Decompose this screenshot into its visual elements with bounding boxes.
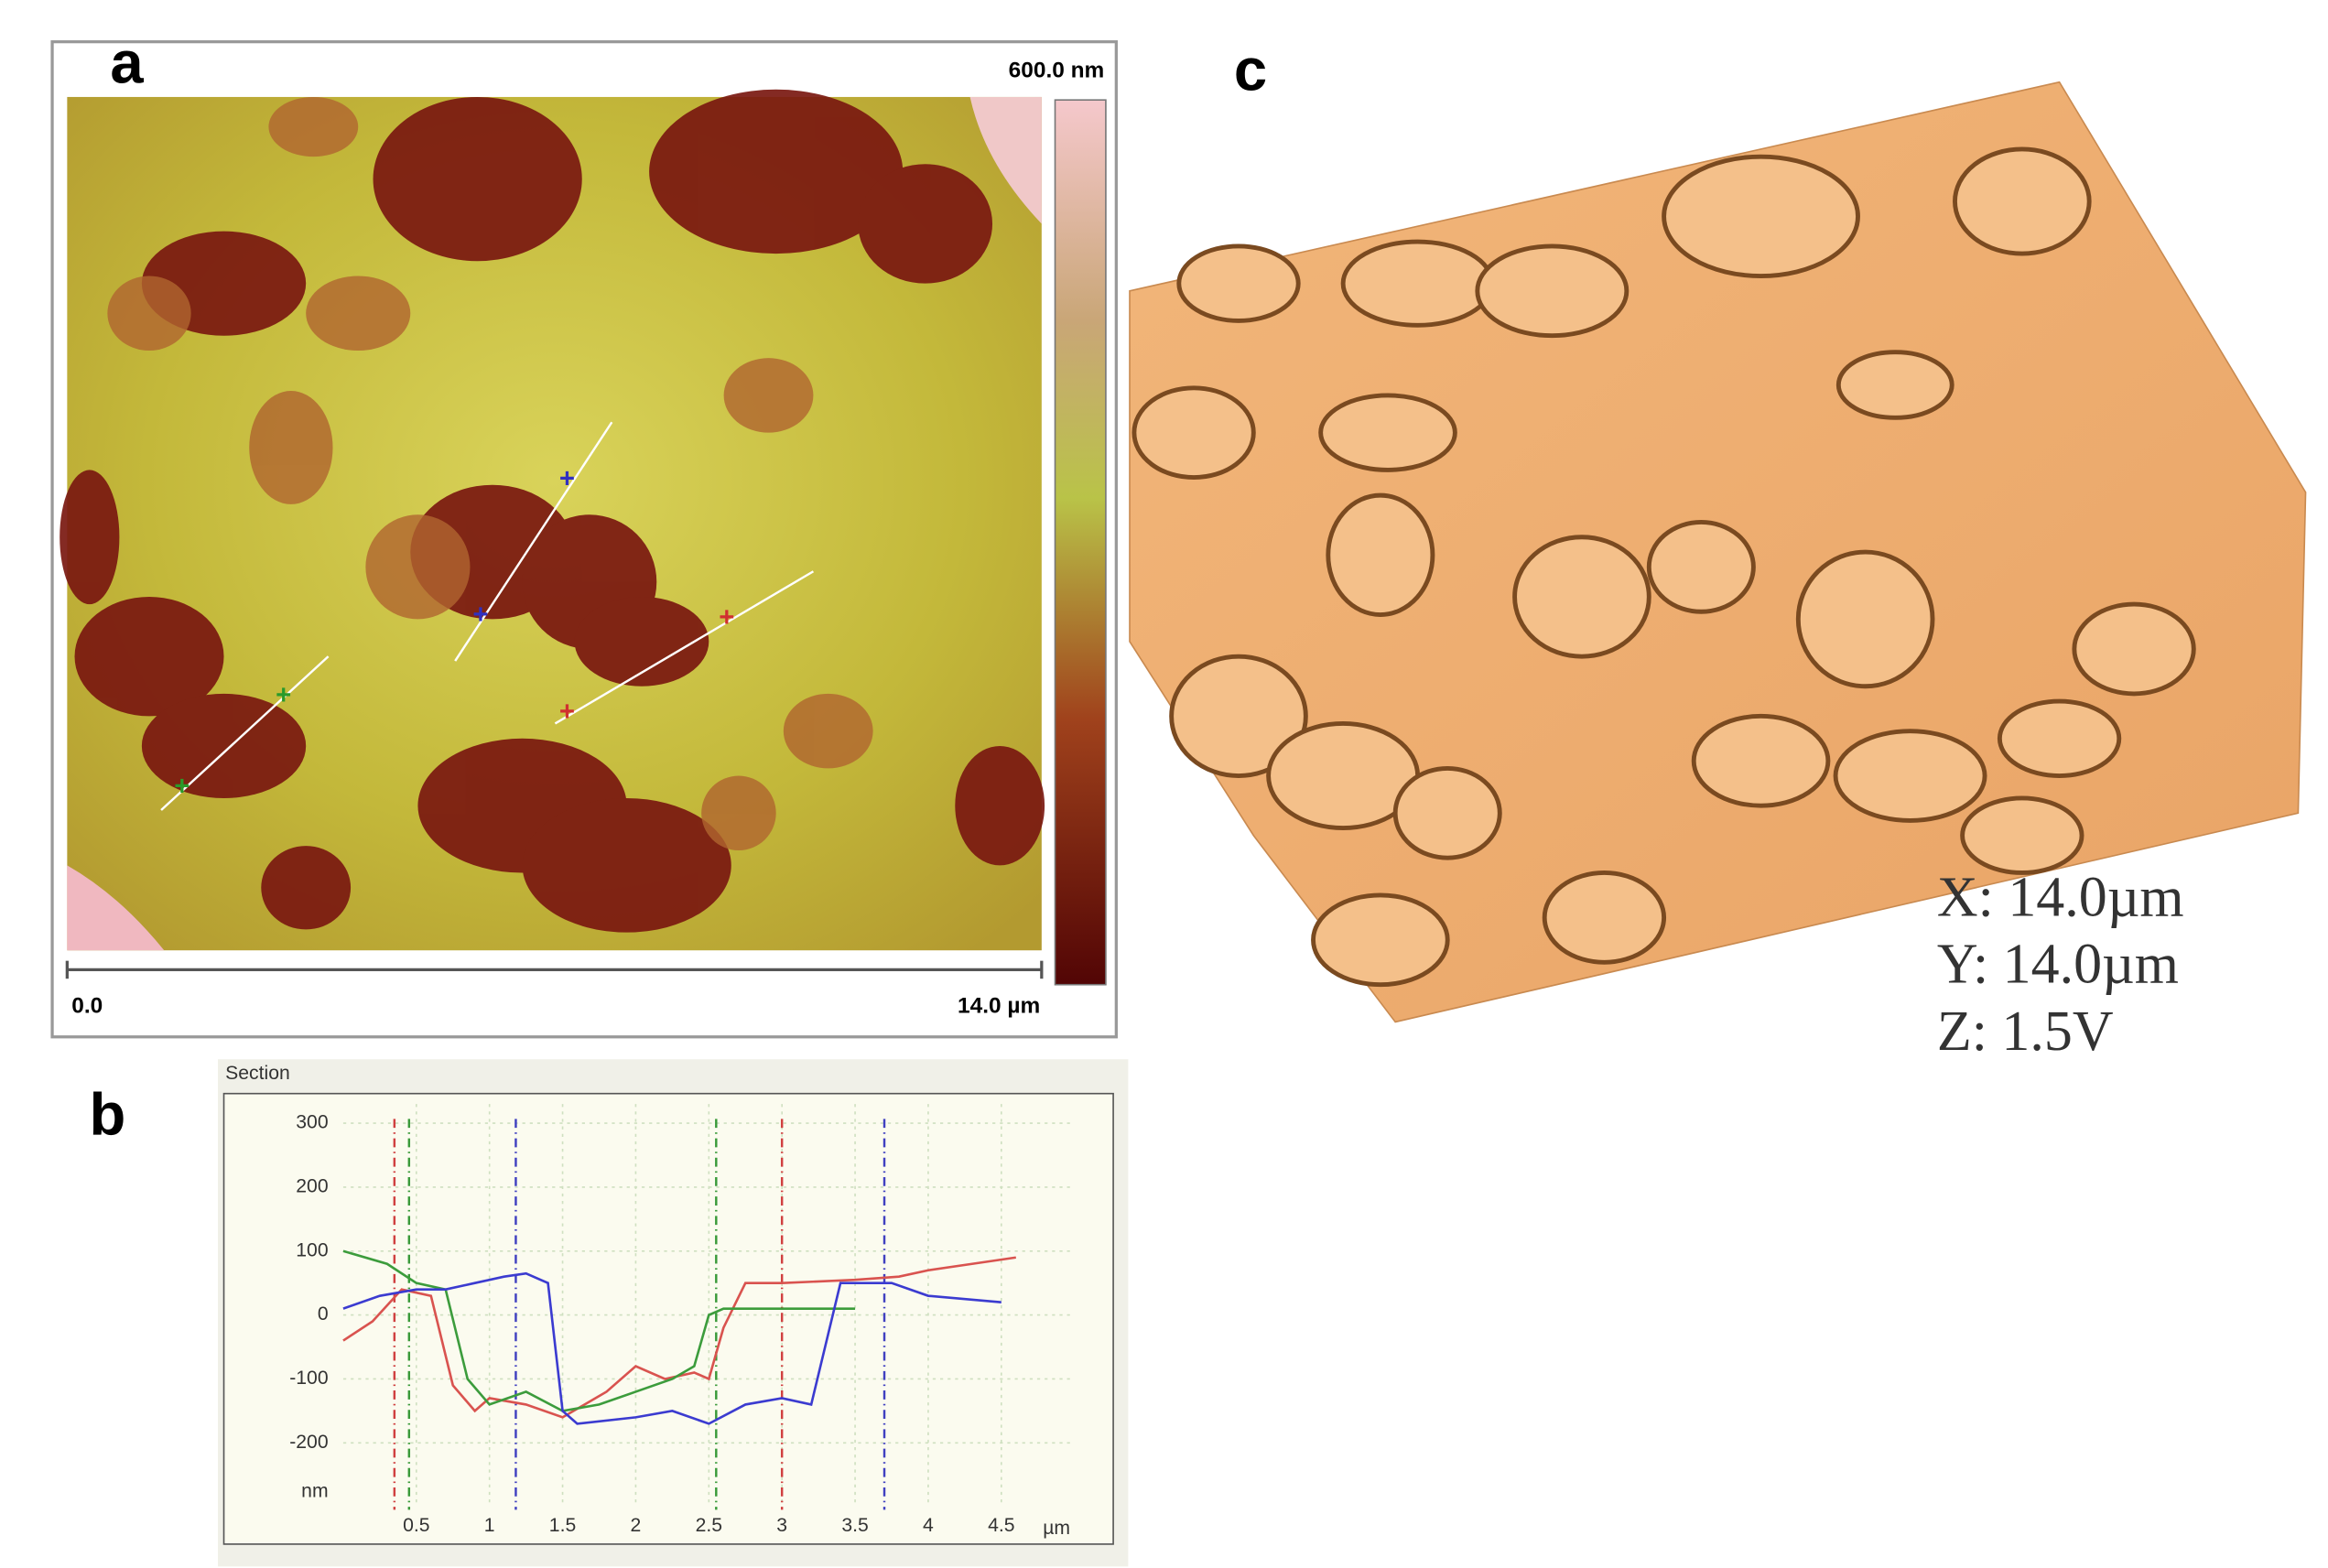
- plot-frame: [222, 1092, 1114, 1545]
- x-tick-label: 3.5: [841, 1515, 868, 1536]
- x-tick-label: 2: [631, 1515, 642, 1536]
- svg-text:+: +: [559, 697, 575, 727]
- y-tick-label: -100: [289, 1368, 328, 1389]
- svg-text:+: +: [719, 602, 734, 633]
- y-tick-label: 0: [318, 1303, 329, 1325]
- x-tick-label: 4: [923, 1515, 934, 1536]
- svg-text:+: +: [174, 771, 189, 801]
- svg-text:+: +: [559, 464, 575, 494]
- panel-label: c: [1234, 37, 1267, 103]
- x-tick-label: 1.5: [549, 1515, 576, 1536]
- y-tick-label: 200: [296, 1176, 328, 1197]
- data-line: [342, 1249, 856, 1412]
- x-tick-label: 4.5: [988, 1515, 1014, 1536]
- section-title: Section: [225, 1063, 290, 1084]
- data-line: [342, 1256, 1016, 1419]
- colorbar: [1054, 99, 1107, 986]
- x-unit: µm: [1043, 1518, 1070, 1539]
- scale-end: 14.0 µm: [958, 994, 1040, 1019]
- y-unit: nm: [301, 1480, 328, 1501]
- dimension-label: Y: 14.0µm: [1937, 934, 2179, 996]
- scale-start: 0.0: [71, 994, 103, 1019]
- y-tick-label: 300: [296, 1112, 328, 1133]
- panel-label: b: [89, 1081, 125, 1148]
- svg-text:+: +: [472, 600, 488, 630]
- dimension-label: X: 14.0µm: [1937, 866, 2184, 928]
- x-tick-label: 2.5: [696, 1515, 722, 1536]
- afm-3d-image: [1129, 81, 2307, 1023]
- colorbar-max: 600.0 nm: [1009, 59, 1105, 83]
- x-tick-label: 0.5: [403, 1515, 429, 1536]
- data-line: [342, 1271, 1002, 1425]
- y-tick-label: -200: [289, 1432, 328, 1453]
- x-tick-label: 1: [484, 1515, 495, 1536]
- afm-height-image: + + + + + +: [60, 89, 1045, 951]
- svg-text:+: +: [276, 680, 291, 710]
- dimension-label: Z: 1.5V: [1937, 1000, 2114, 1063]
- x-tick-label: 3: [776, 1515, 787, 1536]
- panel-label: a: [110, 29, 144, 96]
- y-tick-label: 100: [296, 1239, 328, 1260]
